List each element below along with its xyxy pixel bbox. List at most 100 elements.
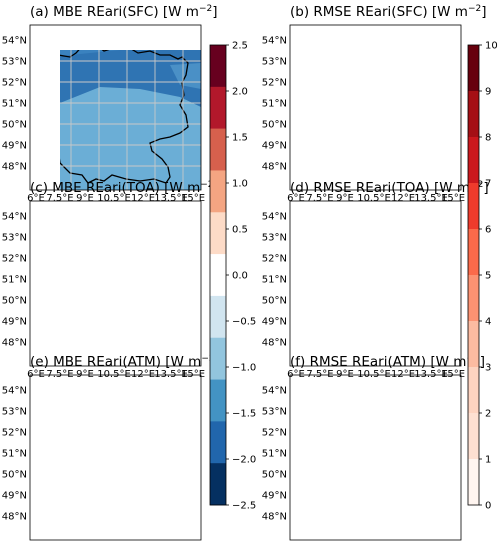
lon-tick-label: 10.5°E <box>97 369 131 380</box>
lon-tick-label: 7.5°E <box>46 369 73 380</box>
colorbar-tick-label: 7 <box>485 179 491 190</box>
lon-tick-label: 10.5°E <box>97 193 131 204</box>
region-north-strip <box>30 201 201 231</box>
colorbar-segment <box>210 128 226 171</box>
lon-tick-label: 12°E <box>131 193 155 204</box>
region-base <box>290 375 461 540</box>
lat-tick-label: 50°N <box>2 470 27 481</box>
lat-tick-label: 54°N <box>262 36 287 47</box>
gridlines <box>30 375 201 540</box>
lat-tick-label: 52°N <box>262 78 287 89</box>
lat-tick-label: 51°N <box>2 275 27 286</box>
region-base <box>30 375 201 540</box>
longitude-labels: 6°E 7.5°E 9°E 10.5°E 12°E 13.5°E15°E 6°E 7.5°E 9… <box>27 193 465 380</box>
gridlines <box>290 375 461 540</box>
lat-tick-label: 52°N <box>2 78 27 89</box>
colorbar-segment <box>210 337 226 380</box>
lon-tick-label: 15°E <box>181 193 205 204</box>
region-southeast-patch <box>340 103 461 190</box>
lat-tick-label: 54°N <box>2 36 27 47</box>
lon-tick-label: 12°E <box>391 193 415 204</box>
colorbar-tick-label: 2.5 <box>232 41 248 52</box>
region-north-band <box>60 50 120 57</box>
region-south-strip <box>290 519 461 540</box>
panel-c-frame <box>29 200 202 367</box>
lat-tick-label: 50°N <box>262 470 287 481</box>
lon-tick-label: 13.5°E <box>414 193 448 204</box>
colorbar-tick-label: 0.5 <box>232 225 248 236</box>
colorbar-segment <box>210 212 226 255</box>
colorbar-segment <box>468 91 479 138</box>
colorbar-tick-label: 10 <box>485 41 498 52</box>
lat-tick-label: 51°N <box>2 99 27 110</box>
lon-tick-label: 15°E <box>181 369 205 380</box>
panel-e: (e) MBE REari(ATM) [W m−2] <box>29 354 220 541</box>
panel-b-frame <box>289 24 462 191</box>
lat-tick-label: 51°N <box>262 449 287 460</box>
colorbar-tick-label: 2.0 <box>232 87 248 98</box>
lat-tick-label: 53°N <box>2 57 27 68</box>
lon-tick-label: 13.5°E <box>154 193 188 204</box>
latitude-labels: 54°N 53°N 52°N 51°N 50°N 49°N 48°N 54°N 53°N 52°N… <box>2 36 287 523</box>
country-border <box>300 39 448 183</box>
lon-tick-label: 7.5°E <box>306 193 333 204</box>
colorbar-tick-label: 9 <box>485 87 491 98</box>
colorbar-tick-label: 1 <box>485 455 491 466</box>
lat-tick-label: 48°N <box>2 512 27 523</box>
country-border <box>300 215 448 359</box>
lon-tick-label: 6°E <box>287 193 305 204</box>
colorbar-segment <box>210 295 226 339</box>
colorbar-tick-label: 0.0 <box>232 271 248 282</box>
panel-d-frame <box>289 200 462 367</box>
lat-tick-label: 54°N <box>2 386 27 397</box>
colorbar-tick-label: −1.0 <box>232 363 256 374</box>
gridlines <box>60 50 201 190</box>
region-base <box>290 25 461 190</box>
colorbar-segment <box>210 254 226 297</box>
colorbar-tick-label: 8 <box>485 133 491 144</box>
colorbar-tick-label: −1.5 <box>232 409 256 420</box>
lat-tick-label: 52°N <box>2 254 27 265</box>
country-border <box>300 389 448 533</box>
colorbar-tick-label: 2 <box>485 409 491 420</box>
region-base <box>30 201 201 366</box>
panel-f-title: (f) RMSE REari(ATM) [W m−2] <box>290 354 485 370</box>
colorbar-tick-label: 4 <box>485 317 491 328</box>
lat-tick-label: 49°N <box>2 141 27 152</box>
colorbar-segment <box>468 459 479 506</box>
colorbar-segment <box>210 45 226 88</box>
lat-tick-label: 54°N <box>2 212 27 223</box>
lat-tick-label: 51°N <box>262 275 287 286</box>
colorbar-segment <box>210 86 226 129</box>
lat-tick-label: 48°N <box>2 162 27 173</box>
lon-tick-label: 7.5°E <box>306 369 333 380</box>
lat-tick-label: 50°N <box>262 296 287 307</box>
lat-tick-label: 52°N <box>2 428 27 439</box>
lat-tick-label: 50°N <box>262 120 287 131</box>
panel-f-frame <box>289 374 462 541</box>
colorbar-tick-label: −2.5 <box>232 501 256 512</box>
country-border <box>40 389 188 533</box>
panel-e-title: (e) MBE REari(ATM) [W m−2] <box>30 354 220 370</box>
lon-tick-label: 9°E <box>336 193 354 204</box>
region-base <box>290 201 461 366</box>
lon-tick-label: 9°E <box>336 369 354 380</box>
lon-tick-label: 13.5°E <box>414 369 448 380</box>
panel-b: (b) RMSE REari(SFC) [W m−2] <box>289 4 487 191</box>
lon-tick-label: 15°E <box>441 193 465 204</box>
panel-b-title: (b) RMSE REari(SFC) [W m−2] <box>290 4 487 20</box>
lat-tick-label: 51°N <box>2 449 27 460</box>
lon-tick-label: 6°E <box>287 369 305 380</box>
panel-a-frame <box>29 24 202 191</box>
panel-c: (c) MBE REari(TOA) [W m−2] <box>29 180 219 367</box>
colorbar-tick-label: 0 <box>485 501 491 512</box>
panel-f-map <box>290 375 461 540</box>
panel-e-frame <box>29 374 202 541</box>
lat-tick-label: 51°N <box>262 99 287 110</box>
lon-tick-label: 12°E <box>131 369 155 380</box>
lat-tick-label: 52°N <box>262 254 287 265</box>
lat-tick-label: 48°N <box>262 162 287 173</box>
lat-tick-label: 53°N <box>262 233 287 244</box>
